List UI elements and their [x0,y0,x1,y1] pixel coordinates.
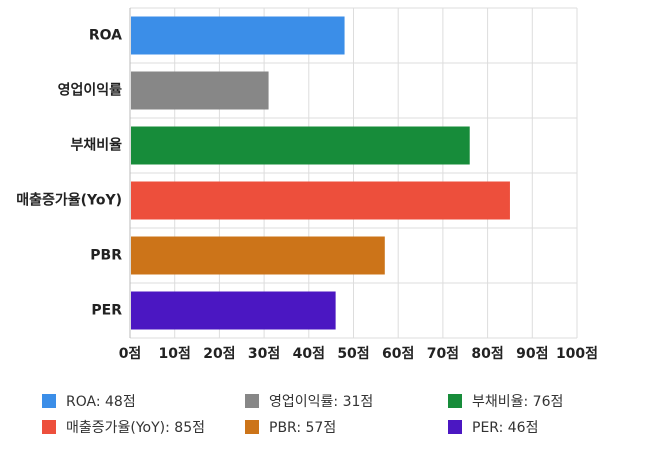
x-tick-label: 30점 [248,345,280,362]
y-tick-label: ROA [89,28,122,44]
bar [131,71,269,110]
y-tick-label: PBR [90,248,122,264]
y-tick-label: PER [91,303,122,319]
x-tick-label: 20점 [203,345,235,362]
legend-label: 부채비율: 76점 [472,394,564,410]
legend-item: ROA: 48점 [42,390,136,412]
bar [131,16,345,55]
legend-label: PBR: 57점 [269,420,337,436]
legend-swatch [245,394,259,408]
legend-label: PER: 46점 [472,420,539,436]
legend-item: PER: 46점 [448,416,538,438]
legend-swatch [448,394,462,408]
x-tick-label: 0점 [119,345,142,362]
x-tick-label: 80점 [471,345,503,362]
legend-swatch [42,394,56,408]
legend-item: 부채비율: 76점 [448,390,563,412]
legend-swatch [448,420,462,434]
bar [131,236,385,275]
y-tick-label: 매출증가율(YoY) [16,192,122,209]
legend-item: 영업이익률: 31점 [245,390,373,412]
legend-swatch [42,420,56,434]
y-tick-label: 부채비율 [70,137,122,154]
x-tick-label: 100점 [556,345,598,362]
legend-label: 영업이익률: 31점 [269,394,374,410]
x-tick-label: 70점 [427,345,459,362]
legend-item: PBR: 57점 [245,416,336,438]
x-tick-label: 40점 [293,345,325,362]
bar [131,291,336,330]
x-tick-label: 50점 [337,345,369,362]
y-tick-label: 영업이익률 [58,82,123,99]
legend-swatch [245,420,259,434]
legend-item: 매출증가율(YoY): 85점 [42,416,205,438]
x-tick-label: 10점 [159,345,191,362]
legend-label: ROA: 48점 [66,394,136,410]
bar [131,181,510,220]
legend-label: 매출증가율(YoY): 85점 [66,420,205,436]
bar [131,126,470,165]
x-tick-label: 60점 [382,345,414,362]
x-tick-label: 90점 [516,345,548,362]
